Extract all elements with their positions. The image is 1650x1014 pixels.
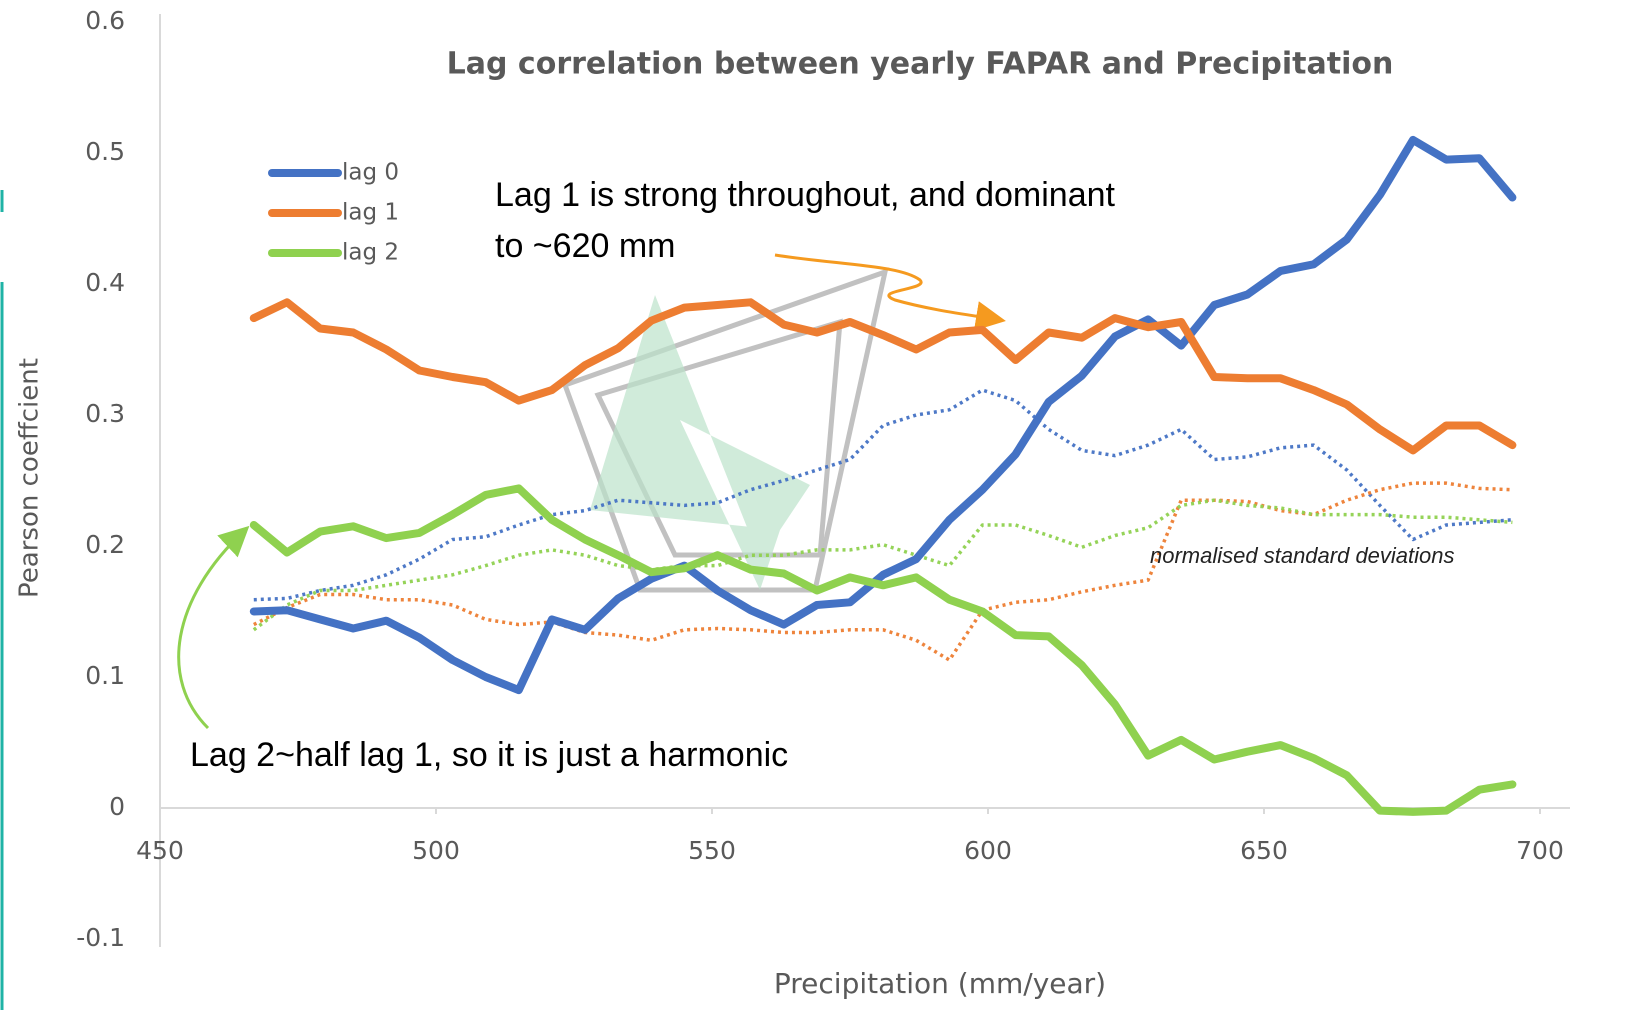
std-line [253,388,1513,602]
legend-label: lag 0 [342,160,399,186]
series-line [249,135,1517,695]
x-tick-label: 550 [688,836,736,865]
y-axis-label: Pearson coeffcient [15,358,45,598]
legend-label: lag 1 [342,200,399,226]
chart-title: Lag correlation between yearly FAPAR and… [447,47,1394,82]
x-tick-label: 600 [964,836,1012,865]
y-tick-label: 0 [109,792,125,821]
watermark [561,268,889,593]
arrow [177,525,250,730]
x-tick-label: 700 [1516,836,1564,865]
x-axis-label: Precipitation (mm/year) [774,967,1106,1000]
x-tick-label: 650 [1240,836,1288,865]
std-line [252,498,1513,632]
x-tick-label: 450 [136,836,184,865]
annotation: to ~620 mm [495,227,675,265]
annotation: Lag 2~half lag 1, so it is just a harmon… [190,736,788,774]
y-tick-label: 0.2 [85,530,125,559]
y-tick-label: 0.3 [85,399,125,428]
arrow [774,253,1006,331]
legend-label: lag 2 [342,240,399,266]
annotation: Lag 1 is strong throughout, and dominant [495,176,1116,214]
x-tick-label: 500 [412,836,460,865]
series-line [249,298,1517,455]
y-tick-label: -0.1 [76,923,125,952]
y-tick-label: 0.6 [85,6,125,35]
annotation: normalised standard deviations [1150,543,1455,568]
y-tick-label: 0.4 [85,268,125,297]
y-tick-label: 0.5 [85,137,125,166]
series-line [249,484,1517,816]
y-tick-label: 0.1 [85,661,125,690]
